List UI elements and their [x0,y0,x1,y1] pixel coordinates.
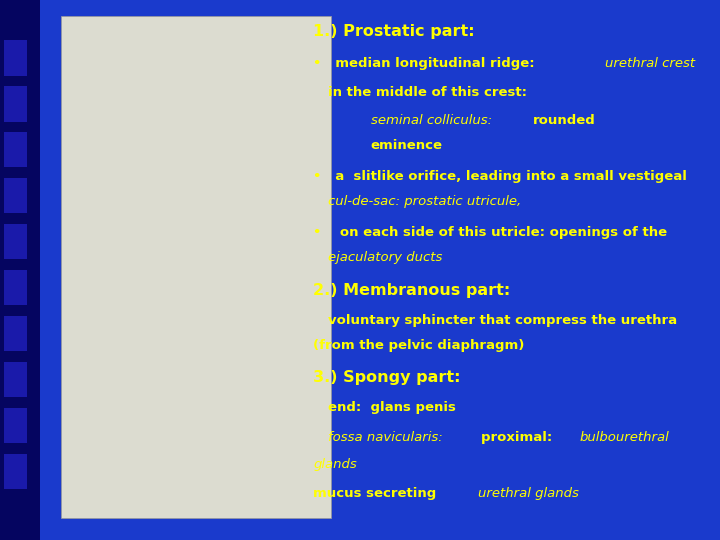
Text: mucus secreting: mucus secreting [313,487,441,500]
Text: bulbourethral: bulbourethral [579,431,669,444]
Bar [4,132,27,167]
Text: rounded: rounded [533,114,595,127]
Bar [61,16,331,518]
Text: 3.) Spongy part:: 3.) Spongy part: [313,370,461,385]
Bar [4,86,27,122]
Text: •   median longitudinal ridge:: • median longitudinal ridge: [313,57,539,70]
Text: 2.) Membranous part:: 2.) Membranous part: [313,284,510,299]
Text: cul-de-sac: prostatic utricule,: cul-de-sac: prostatic utricule, [328,195,521,208]
Bar [4,316,27,351]
Text: fossa navicularis:: fossa navicularis: [328,431,446,444]
Text: •    on each side of this utricle: openings of the: • on each side of this utricle: openings… [313,226,667,239]
Bar [4,224,27,259]
Text: end:  glans penis: end: glans penis [328,401,456,414]
Text: •   a  slitlike orifice, leading into a small vestigeal: • a slitlike orifice, leading into a sma… [313,170,687,183]
Text: 1.) Prostatic part:: 1.) Prostatic part: [313,24,474,39]
Text: glands: glands [313,458,357,471]
Text: seminal colliculus:: seminal colliculus: [371,114,496,127]
Bar [4,362,27,397]
Text: ejaculatory ducts: ejaculatory ducts [328,251,442,264]
Bar [4,454,27,489]
Text: voluntary sphincter that compress the urethra: voluntary sphincter that compress the ur… [328,314,677,327]
Text: urethral crest: urethral crest [605,57,696,70]
Bar [4,178,27,213]
Text: eminence: eminence [371,139,443,152]
Bar [4,270,27,305]
Text: (from the pelvic diaphragm): (from the pelvic diaphragm) [313,339,525,352]
Text: urethral glands: urethral glands [478,487,579,500]
Bar [4,40,27,76]
Text: proximal:: proximal: [481,431,557,444]
Bar [0,0,40,540]
Bar [4,408,27,443]
Text: in the middle of this crest:: in the middle of this crest: [328,86,526,99]
